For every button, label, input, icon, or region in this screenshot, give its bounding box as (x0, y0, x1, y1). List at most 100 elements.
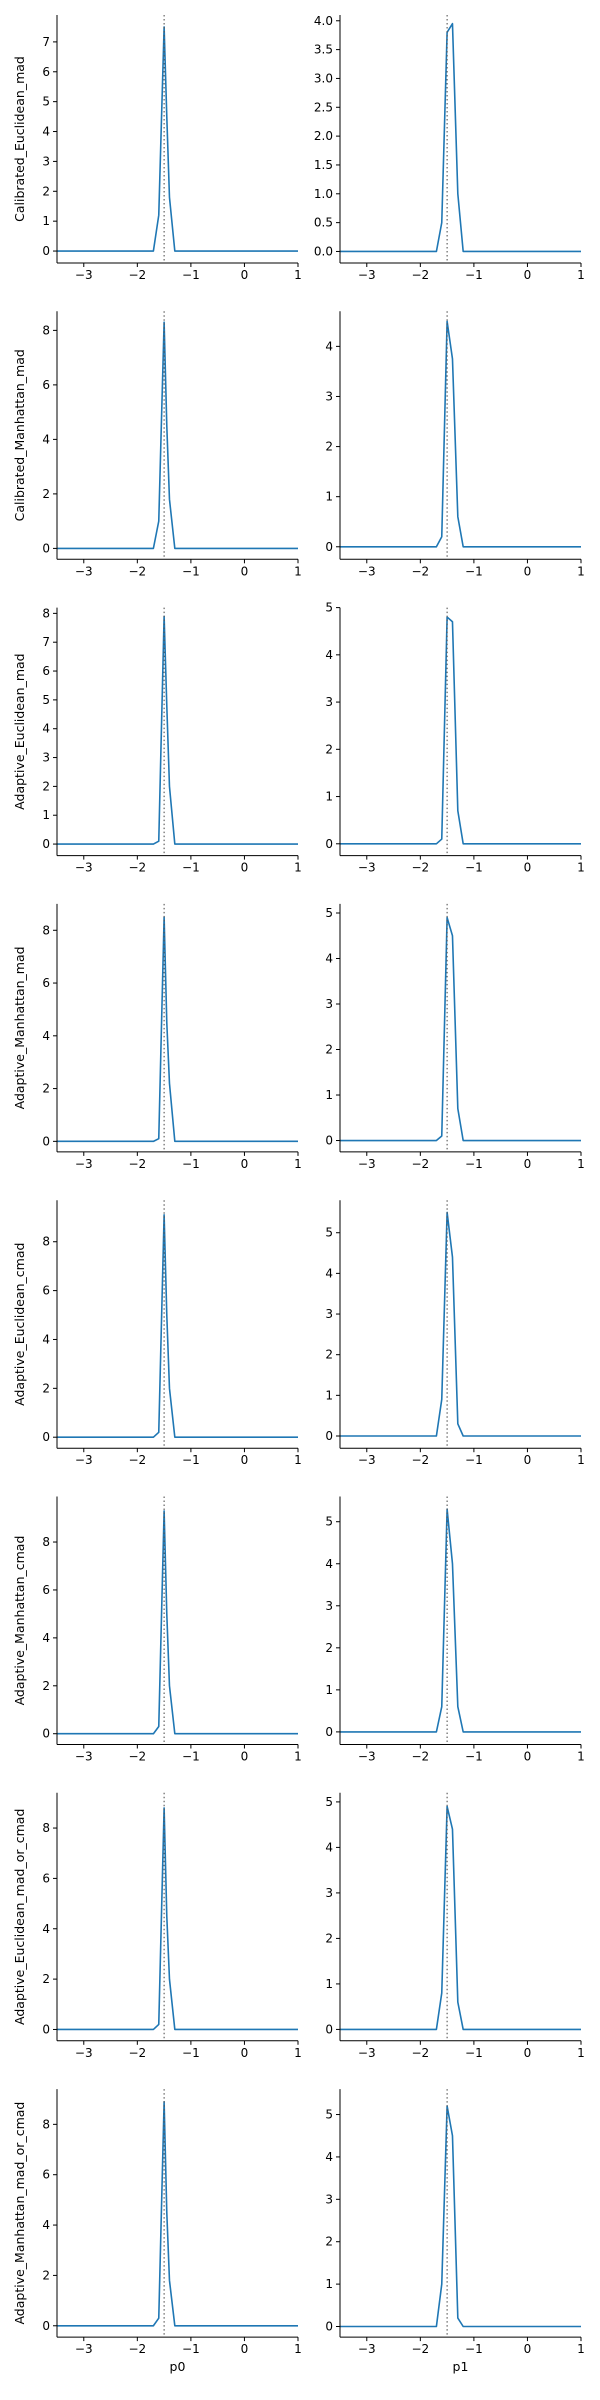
y-tick-label: 5 (325, 1515, 333, 1529)
y-tick-label: 5 (325, 1226, 333, 1240)
series-line (340, 616, 581, 845)
subplot-0: −3 −2 −1 0 1 0 1 2 3 4 5 6 7 Calibrated_Euclidean_mad (12, 15, 302, 282)
y-axis-label: Adaptive_Manhattan_cmad (12, 1536, 27, 1706)
y-tick-label: 0 (42, 2022, 50, 2036)
subplot-2: −3 −2 −1 0 1 0 2 4 6 8 Calibrated_Manhattan_mad (12, 311, 302, 578)
y-tick-label: 0 (42, 541, 50, 555)
x-tick-label: −1 (182, 564, 200, 578)
y-tick-label: 0 (325, 2320, 333, 2334)
y-tick-label: 4 (42, 1631, 50, 1645)
series-line (57, 1807, 298, 2031)
x-tick-label: −1 (465, 2342, 483, 2356)
x-tick-label: 1 (577, 2342, 585, 2356)
y-tick-label: 3 (325, 1886, 333, 1900)
x-tick-label: 1 (577, 2046, 585, 2060)
subplot-14: −3 −2 −1 0 1 0 2 4 6 8 Adaptive_Manhattan_mad_or_c… (12, 2089, 302, 2374)
x-tick-label: −3 (358, 268, 376, 282)
y-axis-label: Adaptive_Euclidean_mad (12, 653, 27, 809)
x-tick-label: −2 (128, 2342, 146, 2356)
y-tick-label: 4 (42, 722, 50, 736)
y-tick-label: 2 (325, 1931, 333, 1945)
series-line (340, 1211, 581, 1437)
x-tick-label: −1 (465, 268, 483, 282)
x-tick-label: 1 (577, 1157, 585, 1171)
y-tick-label: 2 (325, 742, 333, 756)
y-tick-label: 3 (42, 154, 50, 168)
y-axis-label: Calibrated_Euclidean_mad (12, 56, 27, 222)
y-tick-label: 6 (42, 664, 50, 678)
y-tick-label: 4 (325, 2150, 333, 2164)
x-tick-label: −1 (465, 564, 483, 578)
y-tick-label: 1.5 (314, 158, 333, 172)
x-tick-label: 1 (294, 1750, 302, 1764)
series-line (340, 22, 581, 253)
y-tick-label: 1 (325, 490, 333, 504)
y-axis-label: Adaptive_Manhattan_mad (12, 946, 27, 1109)
y-tick-label: 3 (42, 751, 50, 765)
y-tick-label: 4 (42, 432, 50, 446)
x-tick-label: 1 (294, 2342, 302, 2356)
y-tick-label: 8 (42, 1821, 50, 1835)
y-tick-label: 1 (325, 1977, 333, 1991)
y-tick-label: 0 (42, 2319, 50, 2333)
y-tick-label: 8 (42, 1235, 50, 1249)
x-tick-label: 0 (524, 2046, 532, 2060)
series-line (340, 320, 581, 548)
y-tick-label: 2 (42, 1679, 50, 1693)
series-line (57, 1214, 298, 1438)
y-tick-label: 2 (42, 487, 50, 501)
y-tick-label: 6 (42, 1871, 50, 1885)
x-tick-label: −1 (182, 268, 200, 282)
x-tick-label: −2 (128, 861, 146, 875)
y-tick-label: 0 (325, 837, 333, 851)
x-tick-label: 0 (241, 1750, 249, 1764)
y-tick-label: 6 (42, 378, 50, 392)
y-tick-label: 8 (42, 923, 50, 937)
x-tick-label: −2 (411, 564, 429, 578)
series-line (57, 2100, 298, 2327)
y-tick-label: 4 (325, 648, 333, 662)
x-tick-label: −3 (358, 564, 376, 578)
subplot-5: −3 −2 −1 0 1 0 1 2 3 4 5 (325, 601, 584, 875)
x-tick-label: −1 (465, 861, 483, 875)
x-tick-label: 1 (294, 268, 302, 282)
y-tick-label: 3 (325, 2192, 333, 2206)
x-tick-label: −3 (75, 1453, 93, 1467)
x-tick-label: 0 (241, 564, 249, 578)
x-tick-label: 1 (577, 564, 585, 578)
x-tick-label: −1 (182, 1750, 200, 1764)
x-tick-label: 0 (241, 1157, 249, 1171)
y-tick-label: 4 (325, 1266, 333, 1280)
y-tick-label: 5 (325, 906, 333, 920)
y-tick-label: 3 (325, 389, 333, 403)
x-tick-label: −1 (182, 861, 200, 875)
y-tick-label: 4 (42, 1332, 50, 1346)
x-tick-label: 1 (294, 1453, 302, 1467)
x-tick-label: 0 (241, 2342, 249, 2356)
y-axis-label: Adaptive_Euclidean_mad_or_cmad (12, 1809, 27, 2025)
y-tick-label: 0 (325, 1429, 333, 1443)
x-tick-label: 1 (577, 861, 585, 875)
y-tick-label: 0 (42, 1727, 50, 1741)
x-tick-label: 1 (577, 1453, 585, 1467)
y-tick-label: 6 (42, 1583, 50, 1597)
y-tick-label: 6 (42, 2168, 50, 2182)
series-line (57, 615, 298, 845)
y-tick-label: 7 (42, 35, 50, 49)
x-tick-label: −3 (75, 564, 93, 578)
x-tick-label: −3 (358, 1453, 376, 1467)
y-tick-label: 2 (325, 1043, 333, 1057)
y-tick-label: 2 (42, 1381, 50, 1395)
subplot-3: −3 −2 −1 0 1 0 1 2 3 4 (325, 311, 585, 578)
y-tick-label: 1 (42, 214, 50, 228)
y-tick-label: 5 (325, 601, 333, 615)
x-tick-label: −3 (358, 2342, 376, 2356)
series-line (340, 916, 581, 1142)
y-tick-label: 4 (42, 1029, 50, 1043)
y-tick-label: 6 (42, 65, 50, 79)
y-tick-label: 3.0 (314, 71, 333, 85)
series-line (57, 1510, 298, 1735)
y-tick-label: 8 (42, 1535, 50, 1549)
x-tick-label: 0 (524, 1453, 532, 1467)
